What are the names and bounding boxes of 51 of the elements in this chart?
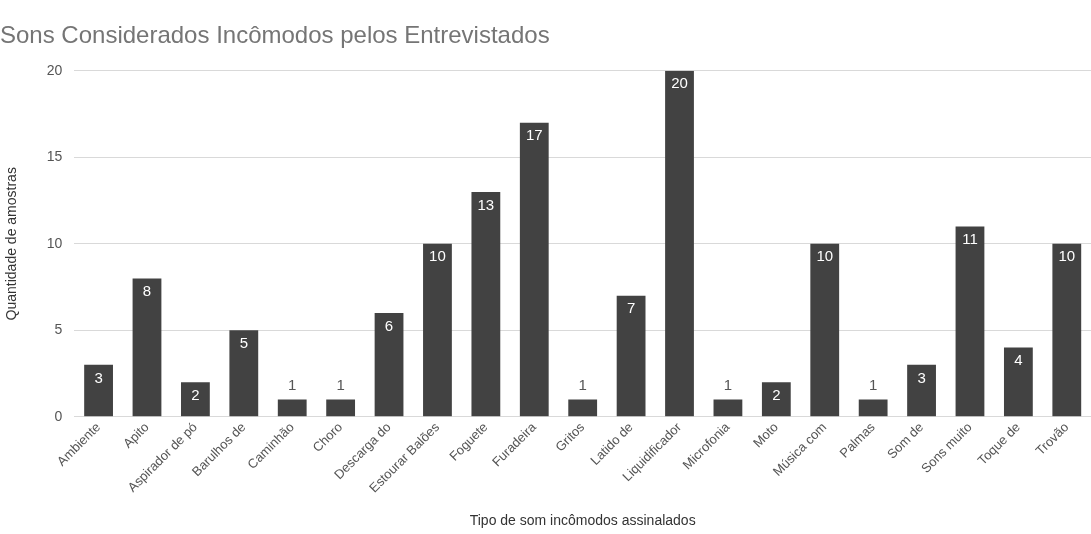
data-label: 7 xyxy=(626,299,636,317)
y-tick-label: 10 xyxy=(46,234,63,251)
bar xyxy=(616,295,646,417)
data-label: 1 xyxy=(723,376,733,394)
bar xyxy=(423,243,452,417)
data-label: 5 xyxy=(239,333,248,351)
bar xyxy=(955,226,985,417)
bar xyxy=(374,312,404,417)
data-label: 3 xyxy=(94,368,103,386)
bar xyxy=(665,70,694,417)
bar xyxy=(858,399,888,417)
bar xyxy=(471,191,501,417)
bar xyxy=(568,399,598,417)
bar xyxy=(326,399,356,417)
bar xyxy=(810,243,840,417)
bar xyxy=(84,364,113,417)
bar xyxy=(519,122,549,417)
x-tick-label: Som de xyxy=(883,419,927,462)
data-label: 2 xyxy=(191,385,200,403)
data-label: 1 xyxy=(336,376,345,394)
bar xyxy=(713,399,743,417)
bar xyxy=(132,278,162,417)
chart-title: Sons Considerados Incômodos pelos Entrevistados xyxy=(0,21,550,49)
bar xyxy=(1003,347,1033,417)
data-label: 20 xyxy=(671,74,688,92)
y-tick-label: 20 xyxy=(46,61,63,78)
bar xyxy=(907,364,936,417)
data-label: 13 xyxy=(477,195,495,213)
data-label: 8 xyxy=(142,282,152,300)
bar xyxy=(1052,243,1082,417)
data-label: 10 xyxy=(816,247,834,265)
bar xyxy=(761,382,791,417)
data-label: 10 xyxy=(429,247,446,265)
y-axis-title: Quantidade de amostras xyxy=(3,167,20,321)
data-label: 1 xyxy=(578,376,587,394)
y-tick-label: 15 xyxy=(46,148,63,165)
data-label: 10 xyxy=(1058,247,1076,265)
data-label: 4 xyxy=(1014,351,1023,369)
y-tick-label: 5 xyxy=(54,321,63,338)
x-axis-title: Tipo de som incômodos assinalados xyxy=(469,512,696,529)
data-label: 11 xyxy=(962,230,978,248)
bar xyxy=(181,382,210,417)
data-label: 3 xyxy=(917,368,926,386)
data-label: 1 xyxy=(288,376,297,394)
bar xyxy=(277,399,307,417)
data-label: 1 xyxy=(868,376,878,394)
data-label: 2 xyxy=(772,385,781,403)
y-tick-label: 0 xyxy=(54,407,63,424)
data-label: 17 xyxy=(525,126,543,144)
bar xyxy=(229,330,259,417)
data-label: 6 xyxy=(384,316,394,334)
